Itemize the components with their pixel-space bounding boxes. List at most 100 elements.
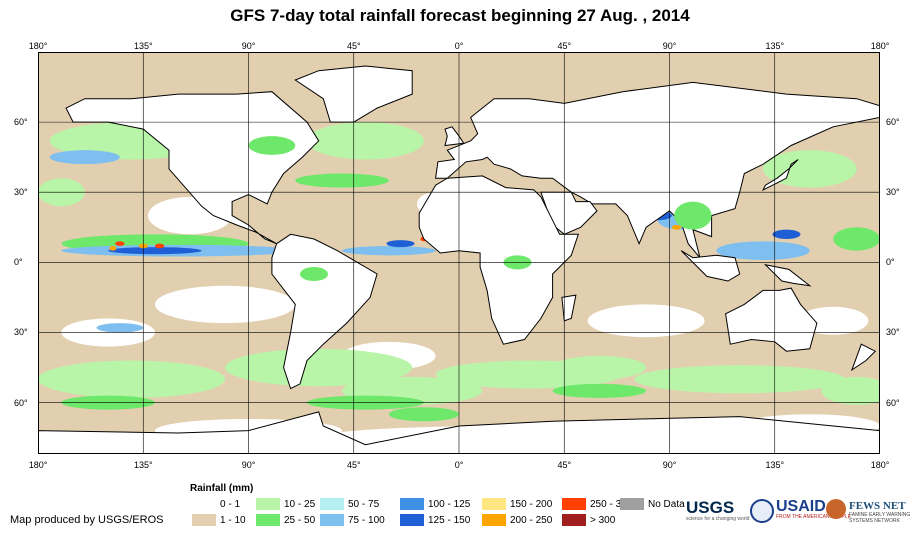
light-rain-band (821, 376, 880, 405)
legend-swatch (400, 498, 424, 510)
legend-item: 200 - 250 (482, 514, 552, 526)
landmass-europe-asia (435, 81, 880, 259)
latitude-tick-label: 0° (886, 257, 895, 268)
legend-item: 50 - 75 (320, 498, 379, 510)
intense-rain-spot (671, 224, 682, 230)
heavy-rain-band (342, 245, 436, 256)
longitude-tick-label: 90° (662, 460, 677, 470)
legend-swatch (192, 498, 216, 510)
legend-swatch (320, 514, 344, 526)
usgs-tagline: science for a changing world (686, 516, 750, 522)
legend-item: 125 - 150 (400, 514, 470, 526)
moderate-rain-band (552, 383, 647, 398)
longitude-tick-label: 45° (346, 460, 361, 470)
fews-globe-icon (826, 499, 846, 519)
heavy-rain-band (716, 241, 810, 261)
credit-text: Map produced by USGS/EROS (10, 514, 164, 526)
longitude-tick-label: 180° (870, 41, 890, 51)
legend-label: 50 - 75 (348, 498, 380, 510)
legend-item: 150 - 200 (482, 498, 552, 510)
landmass-south-america (271, 233, 378, 390)
landmass-madagascar (561, 294, 577, 322)
longitude-tick-label: 180° (28, 460, 48, 470)
legend-swatch (256, 498, 280, 510)
usaid-logo-text: USAID (776, 498, 826, 515)
longitude-tick-label: 45° (346, 41, 361, 51)
landmass-japan (762, 159, 799, 192)
latitude-tick-label: 60° (886, 117, 900, 128)
land-rain-patch (674, 201, 712, 230)
longitude-tick-label: 90° (241, 460, 256, 470)
legend-swatch (482, 498, 506, 510)
fews-tagline: FAMINE EARLY WARNING SYSTEMS NETWORK (849, 512, 911, 524)
legend-item: No Data (620, 498, 685, 510)
legend-title: Rainfall (mm) (190, 483, 254, 494)
legend-item: 0 - 1 (192, 498, 240, 510)
latitude-tick-label: 30° (886, 327, 900, 338)
usaid-seal-icon (750, 499, 774, 523)
light-rain-band (552, 355, 647, 380)
legend-swatch (562, 514, 586, 526)
light-rain-band (38, 360, 226, 398)
intense-rain-spot (109, 245, 117, 251)
moderate-rain-band (833, 227, 880, 251)
legend-label: 125 - 150 (428, 514, 471, 526)
graticule (38, 52, 880, 454)
legend-swatch (562, 498, 586, 510)
landmass-north-america (65, 91, 320, 245)
legend-swatch (620, 498, 644, 510)
very-heavy-rain-band (108, 247, 202, 255)
legend-item: 10 - 25 (256, 498, 315, 510)
map-title: GFS 7-day total rainfall forecast beginn… (230, 6, 690, 25)
land-rain-patch (248, 136, 296, 155)
fews-logo-text: FEWS NET (849, 500, 906, 512)
map-frame (38, 52, 880, 454)
legend-item: > 300 (562, 514, 615, 526)
latitude-tick-label: 30° (14, 327, 28, 338)
longitude-tick-label: 180° (870, 460, 890, 470)
legend-swatch (256, 514, 280, 526)
legend-label: 10 - 25 (284, 498, 316, 510)
longitude-tick-label: 45° (557, 41, 572, 51)
legend-label: 150 - 200 (510, 498, 553, 510)
partner-logos: USGS science for a changing world USAID … (686, 496, 916, 530)
longitude-tick-label: 45° (557, 460, 572, 470)
legend-swatch (192, 514, 216, 526)
legend-label: > 300 (590, 514, 616, 526)
moderate-rain-band (295, 173, 389, 188)
light-rain-band (225, 348, 413, 387)
longitude-tick-label: 90° (241, 41, 256, 51)
legend-label: 75 - 100 (348, 514, 385, 526)
legend-swatch (320, 498, 344, 510)
legend-swatch (482, 514, 506, 526)
legend-label: 25 - 50 (284, 514, 316, 526)
latitude-tick-label: 60° (886, 397, 900, 408)
legend-label: 0 - 1 (220, 498, 241, 510)
legend-label: 100 - 125 (428, 498, 471, 510)
latitude-tick-label: 60° (14, 397, 28, 408)
light-rain-band (634, 365, 845, 394)
moderate-rain-band (388, 407, 459, 422)
longitude-tick-label: 135° (133, 41, 153, 51)
light-rain-band (306, 122, 424, 160)
legend-item: 250 - 300 (562, 498, 632, 510)
landmass-australia (725, 287, 818, 352)
rainfall-map (38, 52, 880, 454)
legend-label: No Data (648, 498, 685, 510)
dry-patch (154, 285, 296, 324)
latitude-tick-label: 30° (14, 187, 28, 198)
very-heavy-rain-band (772, 229, 801, 239)
legend-label: 250 - 300 (590, 498, 633, 510)
usgs-logo-text: USGS (686, 498, 735, 517)
fews-logo: FEWS NET FAMINE EARLY WARNING SYSTEMS NE… (849, 500, 916, 524)
latitude-tick-label: 0° (14, 257, 23, 268)
heavy-rain-band (49, 150, 120, 165)
landmass-indonesia (680, 250, 741, 282)
legend-label: 1 - 10 (220, 514, 246, 526)
extreme-rain-spot (115, 241, 125, 246)
longitude-tick-label: 90° (662, 41, 677, 51)
latitude-tick-label: 60° (14, 117, 28, 128)
legend-item: 1 - 10 (192, 514, 246, 526)
legend-item: 25 - 50 (256, 514, 315, 526)
legend-label: 200 - 250 (510, 514, 553, 526)
